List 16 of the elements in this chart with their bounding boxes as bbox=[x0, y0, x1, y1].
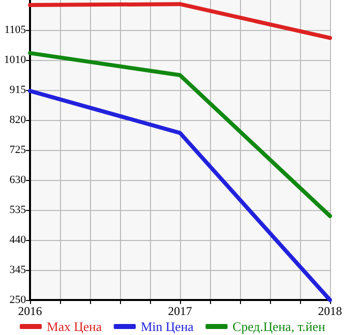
y-tick-label: 1010 bbox=[4, 54, 26, 66]
y-tick-label: 440 bbox=[10, 234, 26, 246]
y-tick-label: 915 bbox=[10, 84, 26, 96]
y-tick-label: 820 bbox=[10, 114, 26, 126]
legend-label: Сред.Цена, т.йен bbox=[232, 319, 326, 334]
x-tick-label: 2018 bbox=[318, 304, 342, 318]
y-tick-label: 725 bbox=[10, 144, 26, 156]
y-tick-label: 345 bbox=[10, 264, 26, 276]
y-tick-label: 1105 bbox=[4, 24, 26, 36]
y-tick-label: 535 bbox=[10, 204, 26, 216]
y-tick-label: 630 bbox=[10, 174, 26, 186]
x-tick-label: 2017 bbox=[168, 304, 192, 318]
legend-label: Max Цена bbox=[46, 319, 102, 334]
legend-label: Min Цена bbox=[140, 319, 194, 334]
y-tick-label: 250 bbox=[10, 294, 26, 306]
x-tick-label: 2016 bbox=[18, 304, 42, 318]
